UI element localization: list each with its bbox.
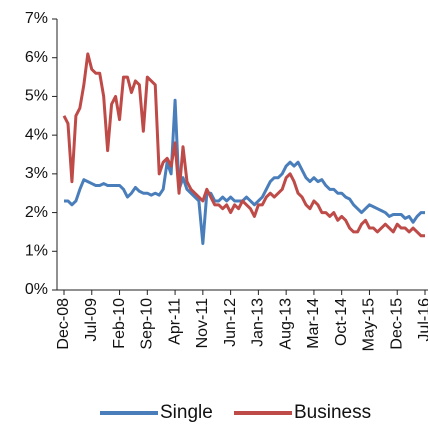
y-tick-label: 7% <box>25 10 48 27</box>
series-line <box>64 98 425 246</box>
x-tick-label: Jul-16 <box>416 298 428 342</box>
x-tick-label: Feb-10 <box>111 298 128 349</box>
x-tick-label: Jun-12 <box>222 298 239 347</box>
x-tick-label: Sep-10 <box>139 298 156 350</box>
x-tick-label: Apr-11 <box>166 298 183 345</box>
x-tick-label: Jan-13 <box>250 298 267 347</box>
x-tick-label: Mar-14 <box>305 298 322 349</box>
y-tick-label: 3% <box>25 165 48 182</box>
x-tick-label: Dec-15 <box>388 298 405 350</box>
x-tick-label: Oct-14 <box>333 298 350 346</box>
x-tick-label: May-15 <box>361 298 378 351</box>
y-tick-label: 4% <box>25 126 48 143</box>
legend-label: Single <box>160 402 213 423</box>
y-tick-label: 2% <box>25 204 48 221</box>
x-tick-label: Jul-09 <box>83 298 100 342</box>
x-tick-label: Nov-11 <box>194 298 211 348</box>
y-tick-label: 6% <box>25 49 48 66</box>
y-tick-label: 1% <box>25 243 48 260</box>
y-tick-label: 5% <box>25 88 48 105</box>
x-tick-label: Dec-08 <box>55 298 72 350</box>
x-tick-label: Aug-13 <box>277 298 294 350</box>
y-tick-label: 0% <box>25 281 48 298</box>
series-line <box>62 52 425 238</box>
legend-label: Business <box>294 402 371 423</box>
